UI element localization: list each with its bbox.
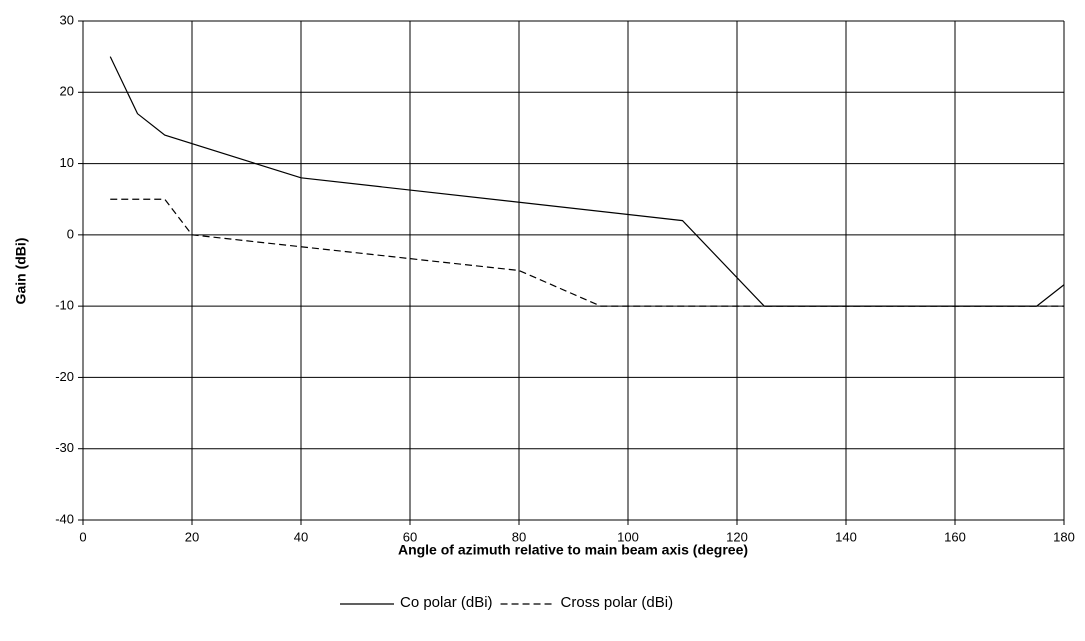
x-tick-label: 120 <box>726 529 748 544</box>
x-tick-label: 20 <box>185 529 199 544</box>
series-line <box>110 198 1064 307</box>
y-axis-title: Gain (dBi) <box>13 238 29 305</box>
legend-label: Co polar (dBi) <box>400 594 493 611</box>
series-line <box>109 56 1065 307</box>
x-tick-label: 140 <box>835 529 857 544</box>
legend-label: Cross polar (dBi) <box>561 594 674 611</box>
x-tick-label: 180 <box>1053 529 1075 544</box>
x-axis-title: Angle of azimuth relative to main beam a… <box>398 542 748 558</box>
x-tick-label: 100 <box>617 529 639 544</box>
x-tick-label: 40 <box>294 529 308 544</box>
x-tick-label: 60 <box>403 529 417 544</box>
x-tick-label: 0 <box>79 529 86 544</box>
y-tick-label: -30 <box>55 440 74 455</box>
y-tick-label: 20 <box>60 84 74 99</box>
x-tick-label: 160 <box>944 529 966 544</box>
y-tick-label: -40 <box>55 511 74 526</box>
x-tick-label: 80 <box>512 529 526 544</box>
y-tick-label: 0 <box>67 226 74 241</box>
y-tick-label: 30 <box>60 12 74 27</box>
y-tick-label: -20 <box>55 369 74 384</box>
y-tick-label: 10 <box>60 155 74 170</box>
y-tick-label: -10 <box>55 298 74 313</box>
